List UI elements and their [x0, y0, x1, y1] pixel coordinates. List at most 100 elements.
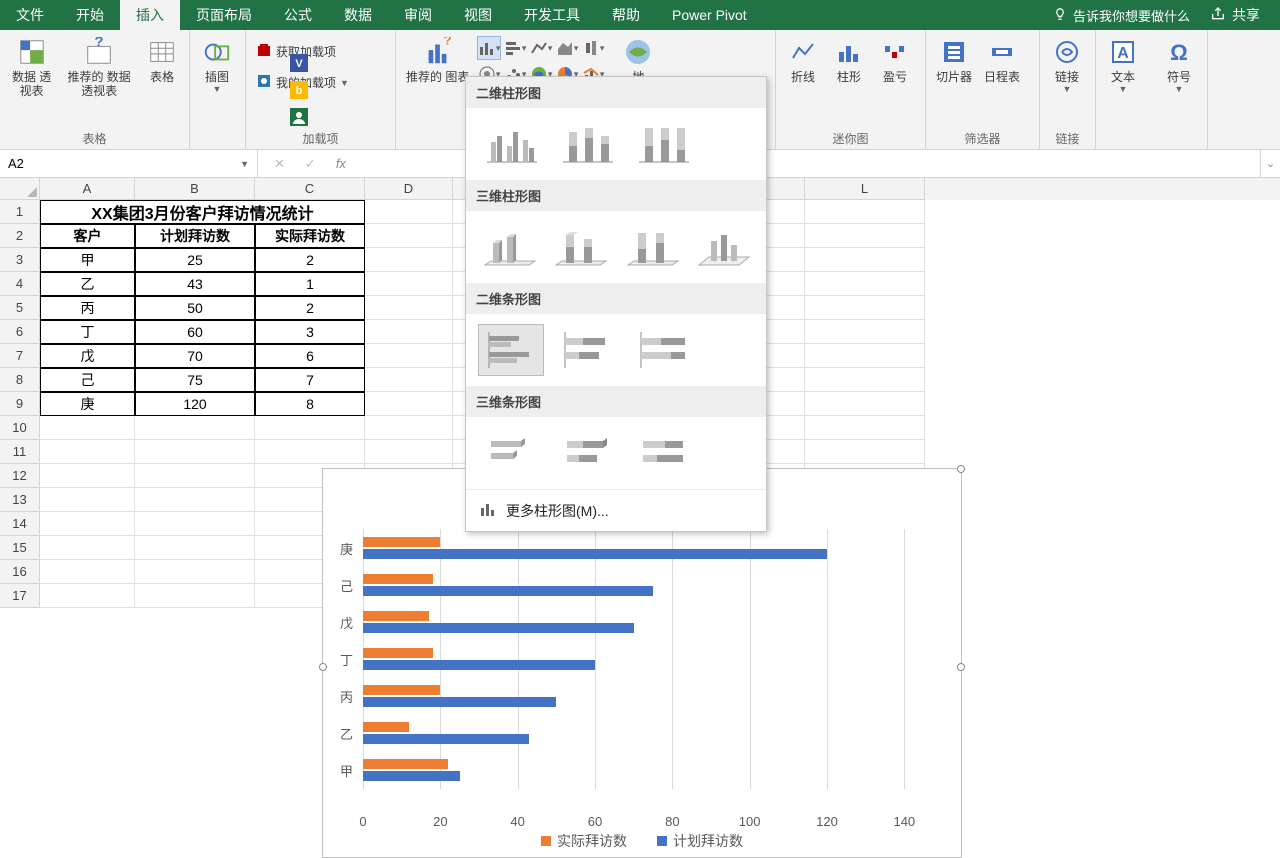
row-header-6[interactable]: 6	[0, 320, 40, 344]
cell-A13[interactable]	[40, 488, 135, 512]
cell-D7[interactable]	[365, 344, 453, 368]
cell-C4[interactable]: 1	[255, 272, 365, 296]
chart-bar[interactable]	[363, 574, 433, 584]
cell-B17[interactable]	[135, 584, 255, 608]
cell-D2[interactable]	[365, 224, 453, 248]
cell-L9[interactable]	[805, 392, 925, 416]
cell-B4[interactable]: 43	[135, 272, 255, 296]
stacked-column-thumb[interactable]	[554, 118, 620, 170]
ribbon-tab-文件[interactable]: 文件	[0, 0, 60, 30]
ribbon-tab-数据[interactable]: 数据	[328, 0, 388, 30]
cell-D10[interactable]	[365, 416, 453, 440]
bar-chart-button[interactable]: ▾	[503, 36, 527, 60]
formula-bar-expand[interactable]: ⌄	[1260, 150, 1280, 177]
chart-bar[interactable]	[363, 734, 529, 744]
cell-A4[interactable]: 乙	[40, 272, 135, 296]
column-header-D[interactable]: D	[365, 178, 453, 200]
row-header-11[interactable]: 11	[0, 440, 40, 464]
table-button[interactable]: 表格	[141, 34, 183, 86]
cell-B14[interactable]	[135, 512, 255, 536]
cell-A14[interactable]	[40, 512, 135, 536]
column-header-B[interactable]: B	[135, 178, 255, 200]
recommended-pivot-button[interactable]: ? 推荐的 数据透视表	[61, 34, 137, 101]
stat-chart-button[interactable]: ▾	[581, 36, 605, 60]
cell-A10[interactable]	[40, 416, 135, 440]
cell-B10[interactable]	[135, 416, 255, 440]
ribbon-tab-审阅[interactable]: 审阅	[388, 0, 448, 30]
cell-D3[interactable]	[365, 248, 453, 272]
row-header-9[interactable]: 9	[0, 392, 40, 416]
cell-A12[interactable]	[40, 464, 135, 488]
column-chart-button[interactable]: ▾	[477, 36, 501, 60]
ribbon-tab-公式[interactable]: 公式	[268, 0, 328, 30]
clustered-column-thumb[interactable]	[478, 118, 544, 170]
chart-bar[interactable]	[363, 722, 409, 732]
row-header-4[interactable]: 4	[0, 272, 40, 296]
chart-bar[interactable]	[363, 697, 556, 707]
cell-C5[interactable]: 2	[255, 296, 365, 320]
stacked100-bar-thumb[interactable]	[630, 324, 696, 376]
cell-B11[interactable]	[135, 440, 255, 464]
cell-D4[interactable]	[365, 272, 453, 296]
tell-me[interactable]: 告诉我你想要做什么	[1053, 6, 1190, 25]
cell-L5[interactable]	[805, 296, 925, 320]
cell-C9[interactable]: 8	[255, 392, 365, 416]
cell-B15[interactable]	[135, 536, 255, 560]
cell-B13[interactable]	[135, 488, 255, 512]
cell-A17[interactable]	[40, 584, 135, 608]
cell-C3[interactable]: 2	[255, 248, 365, 272]
cell-A16[interactable]	[40, 560, 135, 584]
row-header-5[interactable]: 5	[0, 296, 40, 320]
cell-D8[interactable]	[365, 368, 453, 392]
cell-D9[interactable]	[365, 392, 453, 416]
stacked100-column-3d-thumb[interactable]	[621, 221, 683, 273]
cell-B6[interactable]: 60	[135, 320, 255, 344]
recommended-charts-button[interactable]: ? 推荐的 图表	[402, 34, 473, 86]
illustrations-button[interactable]: 插图 ▼	[196, 34, 238, 96]
enter-fx-icon[interactable]: ✓	[305, 156, 316, 172]
cell-L4[interactable]	[805, 272, 925, 296]
row-header-12[interactable]: 12	[0, 464, 40, 488]
chart-bar[interactable]	[363, 660, 595, 670]
select-all-corner[interactable]	[0, 178, 40, 200]
cell-L1[interactable]	[805, 200, 925, 224]
row-header-7[interactable]: 7	[0, 344, 40, 368]
sparkline-winloss-button[interactable]: 盈亏	[874, 34, 916, 86]
ribbon-tab-Power Pivot[interactable]: Power Pivot	[656, 0, 763, 30]
clustered-bar-3d-thumb[interactable]	[478, 427, 544, 479]
row-header-17[interactable]: 17	[0, 584, 40, 608]
cell-L10[interactable]	[805, 416, 925, 440]
cell-L7[interactable]	[805, 344, 925, 368]
line-chart-button[interactable]: ▾	[529, 36, 553, 60]
chart-bar[interactable]	[363, 623, 634, 633]
row-header-16[interactable]: 16	[0, 560, 40, 584]
link-button[interactable]: 链接 ▼	[1046, 34, 1088, 96]
name-box[interactable]: A2 ▼	[0, 150, 258, 177]
row-header-14[interactable]: 14	[0, 512, 40, 536]
cell-L3[interactable]	[805, 248, 925, 272]
cell-A7[interactable]: 戊	[40, 344, 135, 368]
pivot-table-button[interactable]: 数据 透视表	[6, 34, 57, 101]
cell-D6[interactable]	[365, 320, 453, 344]
cell-C11[interactable]	[255, 440, 365, 464]
visio-icon[interactable]: V	[290, 54, 308, 77]
cell-D5[interactable]	[365, 296, 453, 320]
row-header-15[interactable]: 15	[0, 536, 40, 560]
ribbon-tab-插入[interactable]: 插入	[120, 0, 180, 30]
cell-A2[interactable]: 客户	[40, 224, 135, 248]
cell-B5[interactable]: 50	[135, 296, 255, 320]
cell-L11[interactable]	[805, 440, 925, 464]
symbol-button[interactable]: Ω 符号 ▼	[1158, 34, 1200, 96]
ribbon-tab-视图[interactable]: 视图	[448, 0, 508, 30]
row-header-8[interactable]: 8	[0, 368, 40, 392]
slicer-button[interactable]: 切片器	[932, 34, 976, 86]
share-button[interactable]: 共享	[1210, 5, 1260, 25]
cell-B3[interactable]: 25	[135, 248, 255, 272]
sparkline-column-button[interactable]: 柱形	[828, 34, 870, 86]
stacked-bar-thumb[interactable]	[554, 324, 620, 376]
cell-A11[interactable]	[40, 440, 135, 464]
stacked100-column-thumb[interactable]	[630, 118, 696, 170]
clustered-bar-thumb[interactable]	[478, 324, 544, 376]
more-column-charts[interactable]: 更多柱形图(M)...	[466, 489, 766, 531]
people-icon[interactable]	[290, 108, 308, 131]
